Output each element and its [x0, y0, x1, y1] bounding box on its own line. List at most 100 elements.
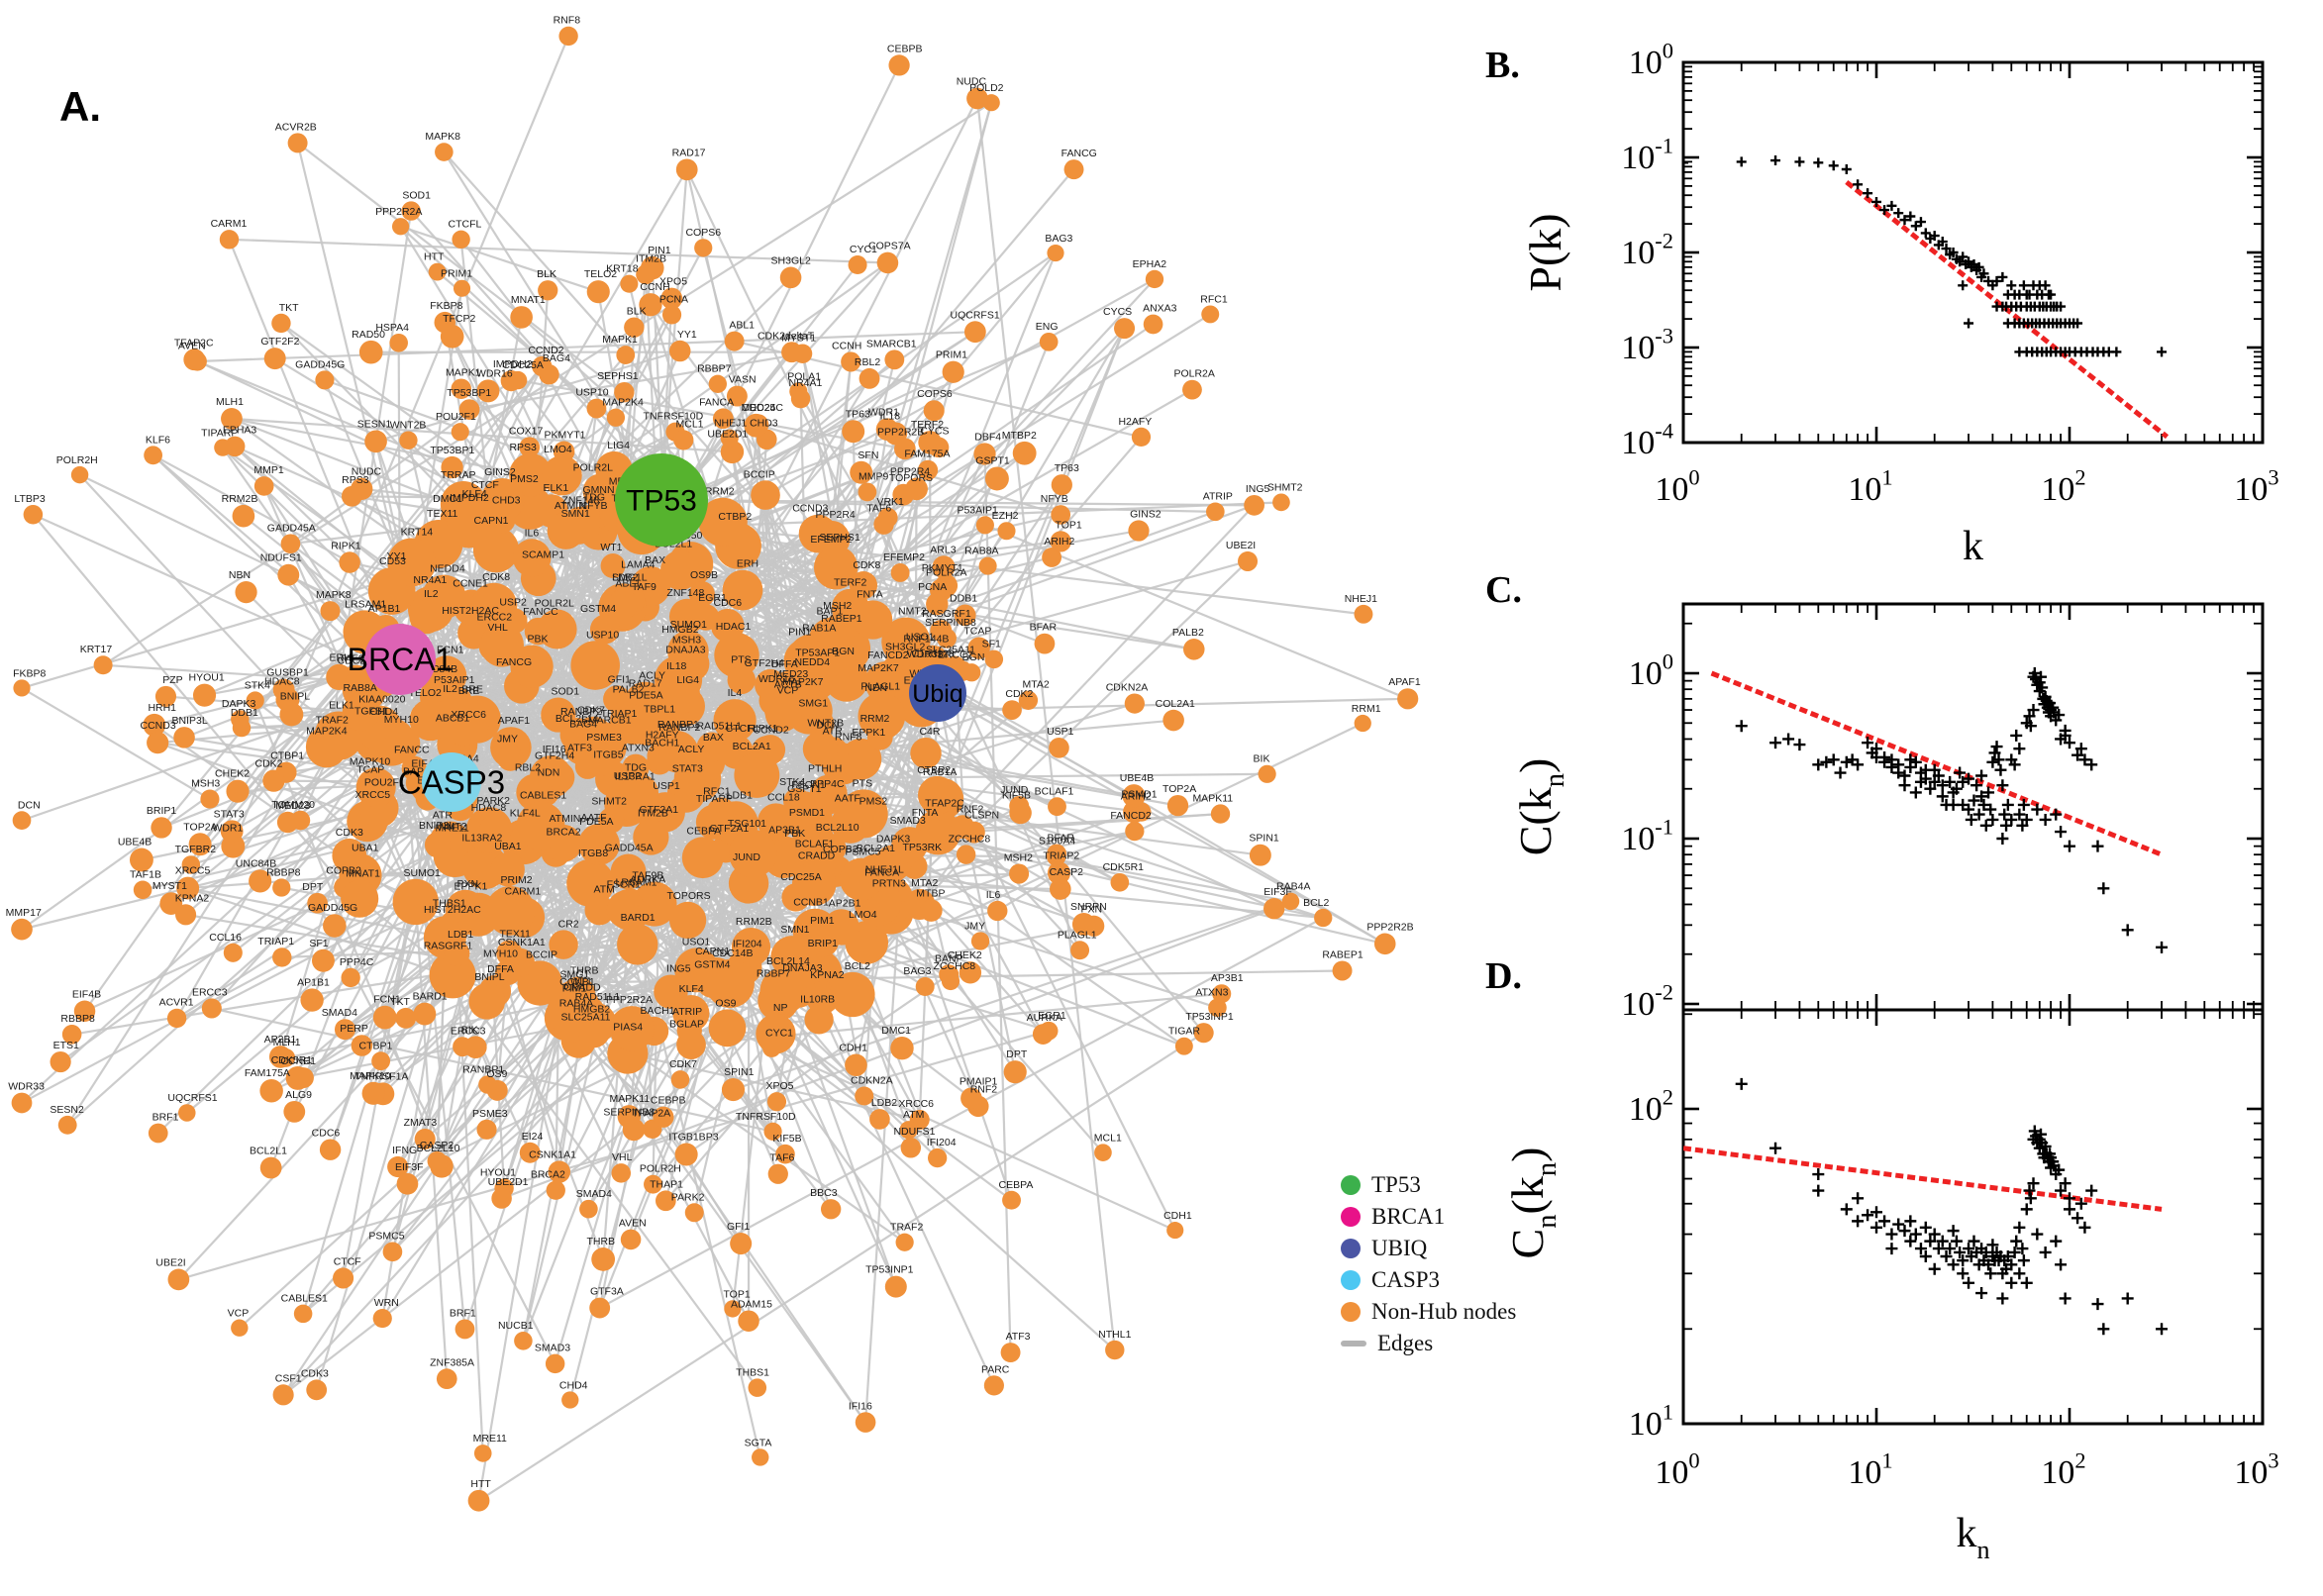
- network-node-label: MAPK1: [446, 366, 481, 378]
- network-node: [549, 930, 578, 959]
- network-node: [300, 988, 324, 1012]
- network-node: [496, 940, 523, 966]
- network-node-label: TRIAP1: [257, 936, 294, 948]
- network-node: [1131, 427, 1152, 448]
- network-node: [512, 539, 552, 577]
- network-node-label: RABEP1: [821, 613, 862, 625]
- network-node: [176, 876, 200, 900]
- network-node-label: TCAP: [963, 625, 991, 637]
- network-node: [661, 305, 682, 325]
- network-node-label: CYC1: [850, 244, 877, 255]
- network-node: [617, 924, 658, 965]
- network-node: [821, 543, 846, 568]
- network-node-label: RASGRF1: [424, 940, 473, 951]
- network-node: [752, 1448, 769, 1466]
- network-node-label: BNIP3L: [419, 820, 454, 832]
- network-node-label: PARC: [981, 1363, 1010, 1375]
- network-node: [539, 364, 559, 385]
- network-node-label: PTHLH: [808, 763, 842, 775]
- plot-point: [2059, 1177, 2071, 1190]
- network-node-label: COL2A1: [1156, 698, 1195, 710]
- network-node-label: HTT: [424, 251, 445, 263]
- network-node-label: MNAT1: [511, 294, 546, 306]
- network-node: [519, 437, 541, 458]
- network-edge: [477, 1032, 1205, 1502]
- legend-label: CASP3: [1371, 1267, 1441, 1292]
- network-node: [713, 699, 757, 743]
- network-node-label: YY1: [677, 329, 697, 341]
- network-node: [853, 600, 893, 640]
- network-node: [670, 1070, 690, 1089]
- network-node-label: CCNH: [640, 281, 669, 293]
- plot-point: [1982, 1258, 1995, 1271]
- network-node-label: BAX: [703, 732, 724, 744]
- network-node-label: DFFA: [771, 658, 798, 670]
- network-node: [339, 551, 360, 573]
- axis-tick-label: 10-1: [1621, 134, 1673, 176]
- network-node-label: STAT3: [214, 808, 245, 820]
- network-node: [1049, 738, 1069, 758]
- network-node: [473, 1445, 492, 1462]
- network-node: [12, 811, 32, 830]
- data-points: [1683, 155, 2168, 357]
- network-node: [70, 465, 89, 484]
- network-node-label: BLK: [537, 268, 556, 280]
- network-node: [516, 801, 565, 850]
- network-node-label: BRF1: [450, 1308, 476, 1320]
- network-node: [920, 818, 946, 845]
- plot-point: [1840, 755, 1853, 768]
- network-edge: [517, 379, 906, 450]
- network-node-label: PSMC5: [845, 847, 880, 858]
- network-node-label: SMAD4: [576, 1188, 612, 1200]
- network-node: [387, 1155, 409, 1178]
- network-node: [545, 1353, 565, 1374]
- network-node-label: VHL: [487, 622, 508, 634]
- network-node: [890, 1036, 914, 1060]
- network-node-label: PPP2R4: [890, 466, 930, 478]
- network-node-label: GADD45A: [605, 843, 654, 854]
- plot-point: [2111, 347, 2122, 357]
- network-edge: [231, 417, 516, 622]
- network-node-label: ATXN3: [622, 743, 655, 754]
- network-node: [476, 379, 500, 403]
- network-node-label: MCL1: [1094, 1132, 1122, 1144]
- network-node-label: DCN: [816, 720, 839, 732]
- network-node-label: ARIH2: [1044, 536, 1074, 548]
- plot-point: [1782, 733, 1795, 746]
- network-node: [984, 649, 1004, 669]
- plot-point: [1968, 1235, 1980, 1247]
- network-node-label: UQCRFS1: [167, 1092, 217, 1104]
- network-node-label: SUMO1: [403, 867, 441, 879]
- network-node: [802, 731, 839, 767]
- network-node-label: SNRPN: [1070, 901, 1107, 913]
- network-node-label: PIAS4: [613, 1021, 643, 1033]
- network-node-label: THBS1: [736, 1366, 769, 1378]
- plot-point: [1769, 1142, 1782, 1154]
- network-node-label: XPO5: [659, 276, 687, 288]
- network-node: [653, 1106, 674, 1128]
- network-node: [851, 807, 881, 838]
- network-node-label: CDC25A: [780, 871, 821, 883]
- network-node-label: RANBP1: [657, 719, 699, 731]
- network-node-label: GADD45G: [295, 358, 345, 370]
- network-node-label: BNIPL: [280, 691, 311, 703]
- network-node: [987, 900, 1008, 922]
- network-node-label: KLF4L: [510, 807, 541, 819]
- network-node: [820, 1199, 842, 1220]
- network-node-label: CDK2: [1005, 688, 1033, 700]
- network-node-label: IL4: [728, 687, 743, 699]
- network-node-label: GSPT1: [975, 455, 1010, 467]
- network-node-label: TFAP2C: [925, 798, 964, 810]
- legend: TP53 BRCA1 UBIQ CASP3 Non-Hub nodes Edge…: [1341, 1169, 1516, 1359]
- network-node-label: IL2: [424, 588, 439, 600]
- network-node-label: BCL2: [1303, 897, 1329, 909]
- network-node-label: DAPK3: [222, 698, 256, 710]
- network-node-label: SGTA: [745, 1437, 772, 1448]
- network-node-label: DDB1: [231, 707, 258, 719]
- network-node-label: TEX11: [499, 929, 530, 941]
- plot-point: [1979, 1246, 1992, 1258]
- network-node-label: UBE4B: [118, 837, 152, 848]
- network-node-label: UBE2I: [1226, 540, 1256, 551]
- plot-point: [1936, 1235, 1949, 1247]
- plot-point: [2097, 1323, 2110, 1336]
